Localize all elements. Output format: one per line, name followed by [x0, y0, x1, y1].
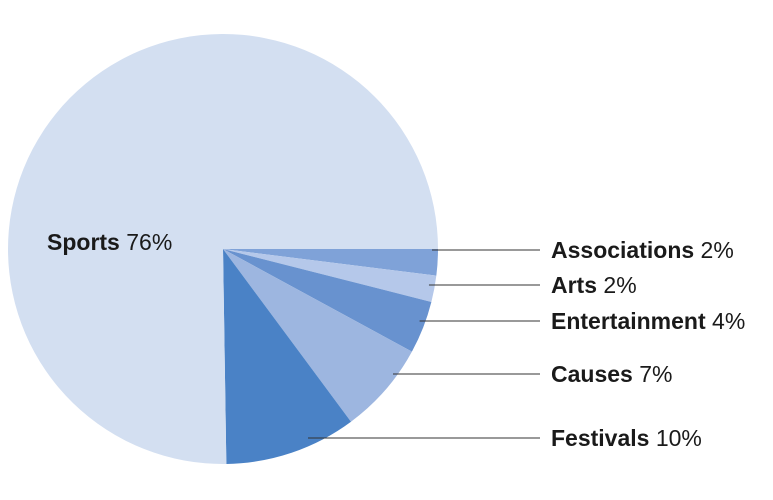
label-value-arts: 2%: [597, 272, 637, 298]
pie-slice-arts: [223, 249, 437, 302]
leader-lines: [308, 249, 540, 439]
label-sports: Sports 76%: [47, 229, 172, 255]
pie-slice-causes: [223, 249, 412, 422]
pie-slice-entertainment: [223, 249, 432, 352]
pie-slice-festivals: [223, 249, 351, 464]
label-festivals: Festivals 10%: [551, 425, 702, 451]
label-value-entertainment: 4%: [706, 308, 746, 334]
label-value-sports: 76%: [120, 229, 172, 255]
label-name-causes: Causes: [551, 361, 633, 387]
label-value-associations: 2%: [694, 237, 734, 263]
pie-slices: [7, 34, 438, 464]
label-entertainment: Entertainment 4%: [551, 308, 745, 334]
slice-labels: Sports 76% Associations 2%Arts 2%Entertai…: [47, 229, 745, 451]
pie-slice-associations: [223, 249, 438, 276]
label-name-festivals: Festivals: [551, 425, 649, 451]
label-associations: Associations 2%: [551, 237, 734, 263]
label-causes: Causes 7%: [551, 361, 672, 387]
label-value-causes: 7%: [633, 361, 673, 387]
label-name-sports: Sports: [47, 229, 120, 255]
label-name-arts: Arts: [551, 272, 597, 298]
label-value-festivals: 10%: [649, 425, 701, 451]
label-name-associations: Associations: [551, 237, 694, 263]
label-arts: Arts 2%: [551, 272, 637, 298]
label-name-entertainment: Entertainment: [551, 308, 706, 334]
pie-slice-sports: [7, 34, 438, 464]
